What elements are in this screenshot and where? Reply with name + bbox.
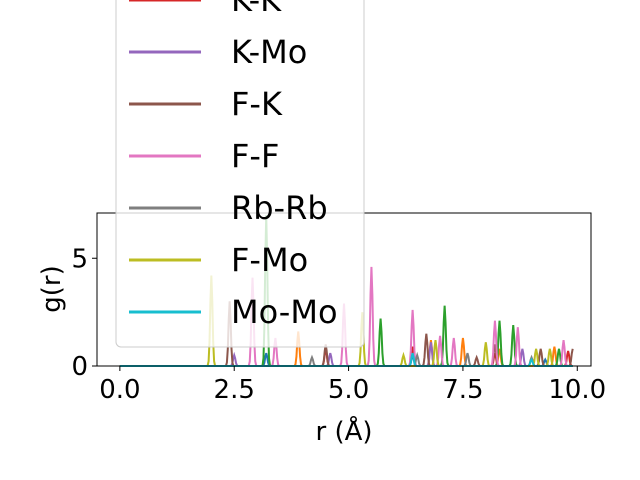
x-axis-label: r (Å) bbox=[315, 415, 372, 447]
x-tick-label: 7.5 bbox=[442, 375, 483, 405]
x-tick-label: 0.0 bbox=[99, 375, 140, 405]
legend-entry-label: F-F bbox=[231, 137, 279, 175]
legend-entry-label: K-Mo bbox=[231, 33, 307, 71]
axis-ticks: 0.0 2.5 5.0 7.5 10.0 0 5 bbox=[71, 244, 606, 405]
legend-entry-label: Mo-Mo bbox=[231, 293, 338, 331]
legend-entry-label: F-Mo bbox=[231, 241, 308, 279]
y-axis-label: g(r) bbox=[37, 265, 67, 312]
legend: K-K K-Mo F-K F-F Rb-Rb F-Mo Mo-Mo bbox=[115, 0, 365, 348]
x-tick-label: 10.0 bbox=[548, 375, 606, 405]
y-tick-label: 5 bbox=[71, 244, 88, 274]
legend-entry-label: F-K bbox=[231, 85, 283, 123]
legend-entry-label: K-K bbox=[231, 0, 282, 19]
y-tick-label: 0 bbox=[71, 352, 88, 382]
legend-entry-label: Rb-Rb bbox=[231, 189, 328, 227]
x-tick-label: 5.0 bbox=[328, 375, 369, 405]
x-tick-label: 2.5 bbox=[214, 375, 255, 405]
